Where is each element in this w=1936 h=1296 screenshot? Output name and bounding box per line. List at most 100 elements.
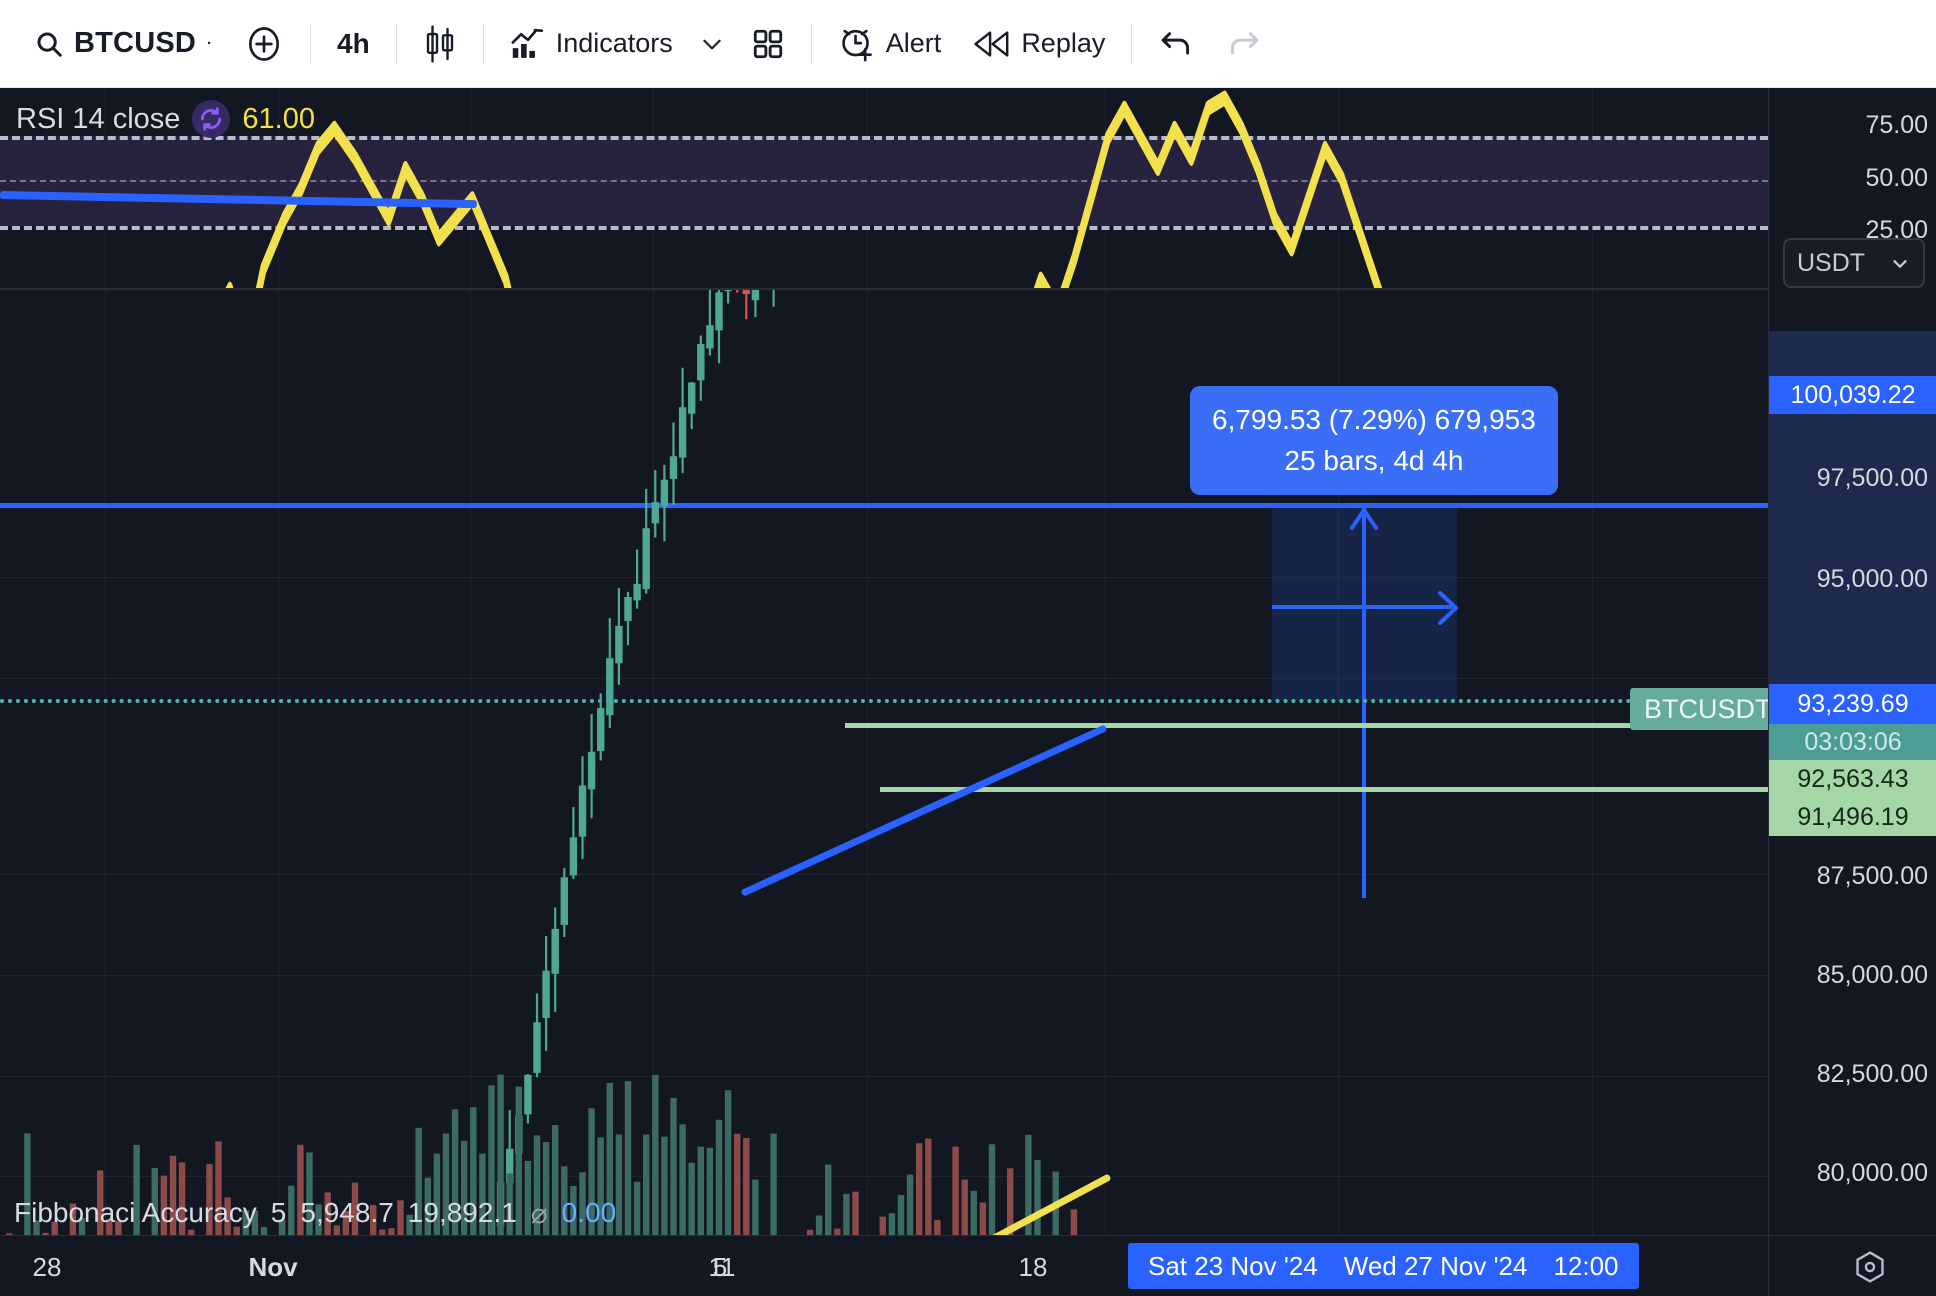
- symbol-label: BTCUSD: [74, 27, 197, 59]
- measurement-right-arrowhead: [1438, 591, 1458, 625]
- grid-line-horizontal: [0, 874, 1768, 875]
- price-tag-last-price[interactable]: 93,239.69: [1769, 684, 1936, 724]
- grid-line-vertical: [278, 88, 279, 288]
- grid-line-vertical: [1338, 88, 1339, 288]
- interval-button[interactable]: 4h: [321, 16, 386, 72]
- price-scale[interactable]: 75.00 50.00 25.00 USDT 100,039.22 97,500…: [1768, 88, 1936, 1296]
- symbol-flag[interactable]: BTCUSDT: [1630, 688, 1786, 730]
- time-axis-tick: 5: [712, 1252, 728, 1282]
- grid-line-vertical: [1338, 290, 1339, 1296]
- rsi-legend[interactable]: RSI 14 close 61.00: [16, 100, 315, 138]
- measurement-arrowheads: [1350, 506, 1378, 530]
- chart-settings-icon[interactable]: [1852, 1249, 1888, 1290]
- grid-line-vertical: [1105, 88, 1106, 288]
- grid-line-horizontal: [0, 1076, 1768, 1077]
- rsi-scale-tick: 50.00: [1865, 164, 1928, 192]
- grid-line-horizontal: [0, 577, 1768, 578]
- indicator-status-v1: 5: [270, 1197, 287, 1228]
- time-axis-tick: 11: [708, 1252, 736, 1282]
- price-scale-tick: 95,000.00: [1816, 565, 1928, 593]
- average-value: 0.00: [561, 1197, 617, 1228]
- toolbar-divider-2: [395, 23, 397, 64]
- indicators-label: Indicators: [555, 28, 673, 58]
- undo-button[interactable]: [1142, 16, 1210, 72]
- interval-label: 4h: [337, 27, 370, 59]
- symbol-search-button[interactable]: BTCUSD ·: [18, 16, 228, 72]
- chevron-down-icon: [1889, 252, 1911, 274]
- grid-line-horizontal: [0, 975, 1768, 976]
- grid-line-vertical: [1592, 290, 1593, 1296]
- measurement-change: 6,799.53 (7.29%) 679,953: [1212, 404, 1536, 435]
- grid-line-vertical: [653, 290, 654, 1296]
- pane-separator[interactable]: [0, 288, 1936, 290]
- symbol-mark: ·: [207, 35, 213, 52]
- time-axis-tick: 28: [32, 1252, 62, 1282]
- candlestick-icon: [423, 24, 457, 64]
- grid-line-vertical: [470, 88, 471, 288]
- grid-line-vertical: [867, 88, 868, 288]
- symbol-flag-label: BTCUSDT: [1644, 693, 1772, 724]
- last-price-line: [0, 699, 1768, 703]
- time-axis[interactable]: 28 Nov 5 11 18 ec Sat 23 Nov '24 Wed 27 …: [0, 1235, 1936, 1296]
- resistance-line-blue[interactable]: [0, 503, 1768, 508]
- indicators-icon: [510, 27, 546, 61]
- measurement-bars: 25 bars, 4d 4h: [1284, 444, 1464, 476]
- rsi-level-70-line: [0, 136, 1768, 140]
- replay-rewind-icon: [973, 29, 1011, 59]
- price-tag-support-lower[interactable]: 91,496.19: [1769, 798, 1936, 836]
- search-icon: [34, 29, 64, 59]
- support-line-green-lower[interactable]: [880, 787, 1768, 792]
- rsi-level-50-line: [0, 180, 1768, 182]
- chart-type-button[interactable]: [407, 16, 473, 72]
- redo-button[interactable]: [1210, 16, 1278, 72]
- rsi-legend-name: RSI 14 close: [16, 102, 181, 135]
- price-tag-countdown[interactable]: 03:03:06: [1769, 724, 1936, 760]
- grid-layout-icon: [751, 27, 785, 61]
- plus-circle-icon: [244, 24, 284, 64]
- refresh-icon[interactable]: [192, 100, 231, 138]
- rsi-pane[interactable]: RSI 14 close 61.00: [0, 88, 1768, 288]
- price-scale-tick: 97,500.00: [1816, 464, 1928, 492]
- grid-line-vertical: [105, 88, 106, 288]
- chart-area[interactable]: RSI 14 close 61.00: [0, 88, 1936, 1296]
- grid-line-horizontal: [0, 1176, 1768, 1177]
- toolbar-divider-5: [1131, 23, 1133, 64]
- undo-icon: [1158, 29, 1194, 59]
- replay-label: Replay: [1021, 28, 1106, 58]
- grid-line-vertical: [470, 290, 471, 1296]
- indicators-button[interactable]: Indicators: [494, 16, 689, 72]
- support-line-green-upper[interactable]: [845, 723, 1768, 728]
- alarm-clock-plus-icon: [838, 25, 876, 63]
- measurement-vertical-arrow: [1362, 508, 1366, 898]
- time-axis-tick: 18: [1018, 1252, 1048, 1282]
- top-toolbar: BTCUSD · 4h: [0, 0, 1936, 88]
- rsi-level-30-line: [0, 226, 1768, 230]
- indicator-status-v3: 19,892.1: [407, 1197, 517, 1228]
- replay-button[interactable]: Replay: [957, 16, 1121, 72]
- price-tag-resistance[interactable]: 100,039.22: [1769, 376, 1936, 414]
- measurement-tooltip: 6,799.53 (7.29%) 679,953 25 bars, 4d 4h: [1190, 386, 1558, 496]
- alert-button[interactable]: Alert: [822, 16, 958, 72]
- time-axis-divider: [1768, 1236, 1769, 1296]
- price-scale-tick: 85,000.00: [1816, 961, 1928, 989]
- indicator-status-v2: 5,948.7: [300, 1197, 394, 1228]
- grid-line-vertical: [653, 88, 654, 288]
- currency-select[interactable]: USDT: [1783, 238, 1925, 288]
- add-symbol-button[interactable]: [228, 16, 300, 72]
- chevron-down-icon: [699, 31, 725, 57]
- toolbar-divider-4: [810, 23, 812, 64]
- price-scale-tick: 82,500.00: [1816, 1060, 1928, 1088]
- rsi-line-series: [225, 90, 1383, 288]
- indicators-dropdown-button[interactable]: [689, 16, 735, 72]
- layouts-button[interactable]: [735, 16, 801, 72]
- toolbar-divider-1: [310, 23, 312, 64]
- indicator-status-bar[interactable]: Fibbonaci Accuracy 5 5,948.7 19,892.1 ⌀ …: [0, 1191, 1768, 1235]
- tooltip-date-from: Sat 23 Nov '24: [1148, 1250, 1318, 1281]
- rsi-legend-value: 61.00: [242, 102, 315, 135]
- alert-label: Alert: [885, 28, 942, 58]
- price-tag-support-upper[interactable]: 92,563.43: [1769, 760, 1936, 798]
- rsi-scale-tick: 75.00: [1865, 111, 1928, 139]
- time-axis-tooltip: Sat 23 Nov '24 Wed 27 Nov '24 12:00: [1128, 1243, 1639, 1289]
- grid-line-vertical: [1592, 88, 1593, 288]
